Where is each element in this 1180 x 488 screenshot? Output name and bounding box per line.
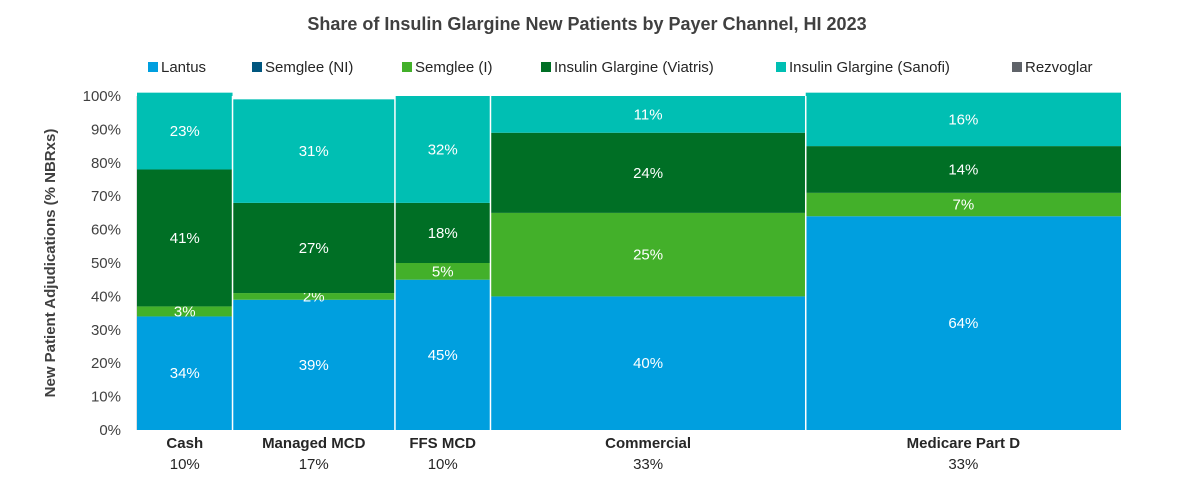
data-label: 3% <box>174 303 196 320</box>
x-category-share: 17% <box>299 456 329 473</box>
data-label: 32% <box>428 141 458 158</box>
x-category-label: FFS MCD <box>409 435 476 452</box>
y-tick-label: 20% <box>91 355 121 372</box>
data-label: 24% <box>633 165 663 182</box>
y-tick-label: 50% <box>91 255 121 272</box>
bar-segment <box>137 316 233 430</box>
x-category-label: Cash <box>166 435 203 452</box>
data-label: 23% <box>170 123 200 140</box>
y-axis-label: New Patient Adjudications (% NBRxs) <box>42 129 59 398</box>
data-label: 18% <box>428 225 458 242</box>
x-category-label: Commercial <box>605 435 691 452</box>
legend-entry: Semglee (NI) <box>265 59 353 76</box>
bar-segment <box>232 293 395 300</box>
data-label: 11% <box>634 106 663 123</box>
data-label: 14% <box>948 161 978 178</box>
data-label: 7% <box>953 197 975 214</box>
legend: Lantus Semglee (NI) Semglee (I) Insulin Gla… <box>148 59 1093 76</box>
data-label: 25% <box>633 247 663 264</box>
bar-segment <box>805 92 1121 147</box>
x-category-label: Managed MCD <box>262 435 366 452</box>
bar-segment <box>805 216 1121 430</box>
bar-segment <box>232 299 395 430</box>
legend-swatch <box>776 62 786 72</box>
y-tick-label: 0% <box>99 422 121 439</box>
y-tick-label: 30% <box>91 322 121 339</box>
bar-segment <box>137 169 233 307</box>
legend-entry: Lantus <box>161 59 206 76</box>
data-label: 45% <box>428 347 458 364</box>
bar-segment <box>137 306 233 317</box>
x-category-label: Medicare Part D <box>907 435 1021 452</box>
x-category-share: 10% <box>170 456 200 473</box>
data-label: 5% <box>432 263 454 280</box>
bars: 34%3%41%23%39%2%27%31%45%5%18%32%40%25%2… <box>137 92 1121 430</box>
data-label: 41% <box>170 230 200 247</box>
y-tick-label: 70% <box>91 188 121 205</box>
data-label: 27% <box>299 240 329 257</box>
data-label: 64% <box>948 315 978 332</box>
bar-segment <box>805 146 1121 193</box>
y-tick-label: 90% <box>91 121 121 138</box>
bar-segment <box>137 92 233 170</box>
legend-swatch <box>1012 62 1022 72</box>
chart-title: Share of Insulin Glargine New Patients b… <box>307 14 866 34</box>
y-tick-label: 10% <box>91 389 121 406</box>
legend-swatch <box>541 62 551 72</box>
legend-swatch <box>252 62 262 72</box>
bar-segment <box>394 96 491 203</box>
bar-segment <box>490 296 806 430</box>
bar-segment <box>490 96 806 133</box>
y-axis: 0% 10% 20% 30% 40% 50% 60% 70% 80% 90% 100% <box>83 88 138 439</box>
legend-entry: Rezvoglar <box>1025 59 1093 76</box>
y-tick-label: 60% <box>91 222 121 239</box>
y-tick-label: 40% <box>91 288 121 305</box>
bar-segment <box>394 263 491 280</box>
legend-swatch <box>148 62 158 72</box>
y-tick-label: 80% <box>91 155 121 172</box>
bar-segment <box>490 132 806 213</box>
data-label: 39% <box>299 357 329 374</box>
bar-segment <box>490 212 806 297</box>
data-label: 34% <box>170 365 200 382</box>
legend-entry: Insulin Glargine (Sanofi) <box>789 59 950 76</box>
legend-entry: Semglee (I) <box>415 59 493 76</box>
legend-swatch <box>402 62 412 72</box>
data-label: 31% <box>299 143 329 160</box>
bar-segment <box>394 202 491 263</box>
bar-segment <box>232 202 395 294</box>
bar-segment <box>394 279 491 430</box>
data-label: 40% <box>633 355 663 372</box>
x-category-share: 33% <box>948 456 978 473</box>
x-category-share: 10% <box>428 456 458 473</box>
y-tick-label: 100% <box>83 88 121 105</box>
x-category-share: 33% <box>633 456 663 473</box>
x-axis: Cash 10% Managed MCD 17% FFS MCD 10% Commercia… <box>166 435 1020 473</box>
data-label: 16% <box>948 111 978 128</box>
bar-segment <box>232 99 395 203</box>
bar-segment <box>805 192 1121 217</box>
legend-entry: Insulin Glargine (Viatris) <box>554 59 714 76</box>
